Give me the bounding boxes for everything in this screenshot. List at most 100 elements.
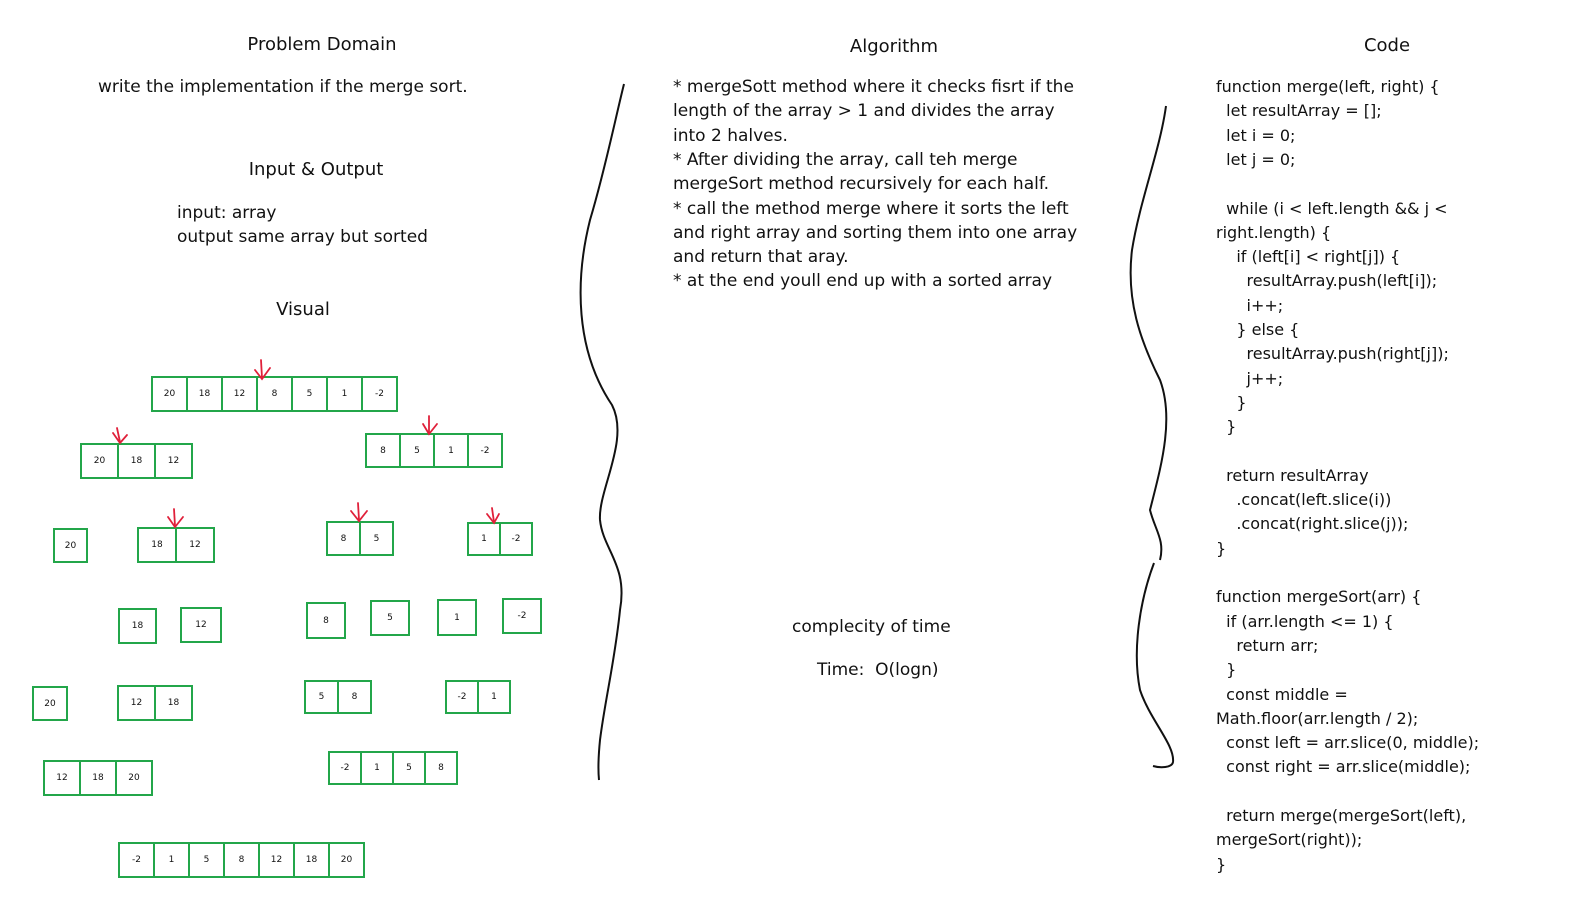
code-line: } else {: [1216, 320, 1300, 339]
array-box-mm2-1-5-8: -2 1 5 8: [328, 751, 458, 785]
code-line: Math.floor(arr.length / 2);: [1216, 708, 1419, 728]
code-line: resultArray.push(right[j]);: [1216, 344, 1449, 364]
problem-domain-heading: Problem Domain: [247, 34, 397, 55]
array-cell: 12: [177, 529, 215, 561]
code-line: let i = 0;: [1216, 125, 1296, 145]
algorithm-line: * at the end youll end up with a sorted …: [673, 271, 1053, 292]
array-cell: 20: [55, 530, 88, 561]
array-cell: 12: [119, 687, 156, 719]
right-divider: [1129, 105, 1175, 769]
array-cell: 20: [34, 688, 68, 719]
array-box-r2: 1 -2: [467, 522, 533, 556]
array-cell: 18: [120, 610, 157, 642]
array-cell: 8: [308, 604, 346, 637]
array-cell: 18: [156, 687, 193, 719]
array-cell: 8: [328, 523, 361, 554]
code-line: .concat(left.slice(i)): [1216, 490, 1392, 510]
array-cell: 12: [45, 762, 81, 794]
array-cell: -2: [363, 378, 398, 410]
code-line: right.length) {: [1216, 222, 1332, 242]
array-box-l1: 20: [53, 528, 88, 563]
split-arrow-icon: [254, 359, 271, 381]
array-box-right-half: 8 5 1 -2: [365, 433, 503, 468]
algorithm-line: * mergeSott method where it checks fisrt…: [673, 77, 1074, 97]
split-arrow-icon: [486, 507, 500, 525]
array-cell: 20: [330, 844, 365, 876]
input-description: input: array: [177, 203, 277, 223]
array-cell: 20: [82, 445, 119, 477]
array-cell: -2: [120, 844, 155, 876]
algorithm-line: and right array and sorting them into on…: [673, 222, 1078, 243]
code-line: mergeSort(right));: [1216, 830, 1363, 850]
array-cell: 1: [362, 753, 394, 783]
array-box-m20: 20: [32, 686, 68, 721]
array-box-m12-18: 12 18: [117, 685, 193, 721]
array-cell: 8: [339, 682, 372, 712]
array-box-left-half: 20 18 12: [80, 443, 193, 479]
algorithm-line: * call the method merge where it sorts t…: [673, 198, 1069, 219]
array-cell: 5: [361, 523, 394, 554]
array-cell: 5: [372, 602, 410, 634]
array-cell: -2: [469, 435, 503, 466]
split-arrow-icon: [112, 427, 128, 445]
array-box-full: 20 18 12 8 5 1 -2: [151, 376, 398, 412]
array-cell: 1: [155, 844, 190, 876]
array-cell: 8: [258, 378, 293, 410]
code-line: j++;: [1216, 368, 1284, 388]
array-cell: 20: [153, 378, 188, 410]
code-line: if (arr.length <= 1) {: [1216, 611, 1394, 631]
code-line: return merge(mergeSort(left),: [1216, 806, 1467, 825]
code-line: if (left[i] < right[j]) {: [1216, 247, 1401, 267]
algorithm-line: * After dividing the array, call teh mer…: [673, 149, 1018, 170]
array-box-m12-18-20: 12 18 20: [43, 760, 153, 796]
array-cell: 5: [306, 682, 339, 712]
algorithm-line: into 2 halves.: [673, 125, 788, 146]
code-line: i++;: [1216, 295, 1284, 315]
input-output-heading: Input & Output: [248, 159, 384, 180]
array-cell: 18: [119, 445, 156, 477]
array-cell: 12: [223, 378, 258, 410]
array-cell: 8: [225, 844, 260, 876]
array-cell: 18: [188, 378, 223, 410]
array-cell: 1: [479, 682, 511, 712]
split-arrow-icon: [167, 508, 184, 529]
code-line: const left = arr.slice(0, middle);: [1216, 733, 1480, 753]
array-cell: 18: [139, 529, 177, 561]
code-line: function merge(left, right) {: [1216, 77, 1440, 96]
split-arrow-icon: [422, 415, 438, 436]
algorithm-heading: Algorithm: [849, 36, 939, 57]
array-cell: 1: [439, 601, 477, 634]
split-arrow-icon: [350, 502, 368, 523]
algorithm-line: and return that aray.: [673, 247, 849, 268]
code-line: let j = 0;: [1216, 149, 1296, 169]
algorithm-line: length of the array > 1 and divides the …: [673, 101, 1055, 122]
array-box-sm2: -2: [502, 598, 542, 634]
array-cell: 5: [190, 844, 225, 876]
array-cell: 5: [401, 435, 435, 466]
array-box-s1: 1: [437, 599, 477, 636]
array-cell: 8: [426, 753, 458, 783]
code-line: }: [1216, 854, 1227, 874]
problem-statement: write the implementation if the merge so…: [98, 77, 468, 97]
array-cell: 20: [117, 762, 153, 794]
array-cell: 18: [81, 762, 117, 794]
array-cell: 8: [367, 435, 401, 466]
complexity-value: Time: O(logn): [817, 660, 939, 680]
code-line: .concat(right.slice(j));: [1216, 514, 1409, 534]
code-line: }: [1216, 660, 1237, 680]
code-line: const right = arr.slice(middle);: [1216, 757, 1471, 777]
array-box-s18: 18: [118, 608, 157, 644]
array-cell: 18: [295, 844, 330, 876]
array-box-mm2-1: -2 1: [445, 680, 511, 714]
code-line: resultArray.push(left[i]);: [1216, 271, 1438, 291]
code-line: const middle =: [1216, 684, 1348, 704]
code-line: }: [1216, 538, 1227, 558]
array-box-s5: 5: [370, 600, 410, 636]
array-box-l2: 18 12: [137, 527, 215, 563]
array-cell: -2: [501, 524, 533, 554]
code-line: return resultArray: [1216, 465, 1369, 485]
array-cell: -2: [447, 682, 479, 712]
